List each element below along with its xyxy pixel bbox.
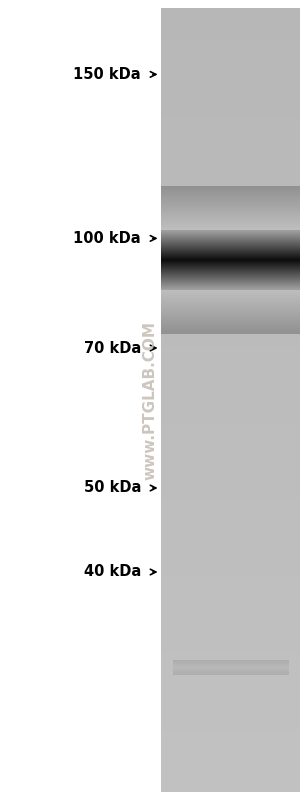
Text: 50 kDa: 50 kDa bbox=[84, 481, 141, 495]
Text: 70 kDa: 70 kDa bbox=[84, 341, 141, 355]
Text: 150 kDa: 150 kDa bbox=[74, 67, 141, 82]
Text: 40 kDa: 40 kDa bbox=[84, 565, 141, 579]
Text: www.PTGLAB.COM: www.PTGLAB.COM bbox=[142, 321, 158, 479]
Text: 100 kDa: 100 kDa bbox=[74, 231, 141, 246]
